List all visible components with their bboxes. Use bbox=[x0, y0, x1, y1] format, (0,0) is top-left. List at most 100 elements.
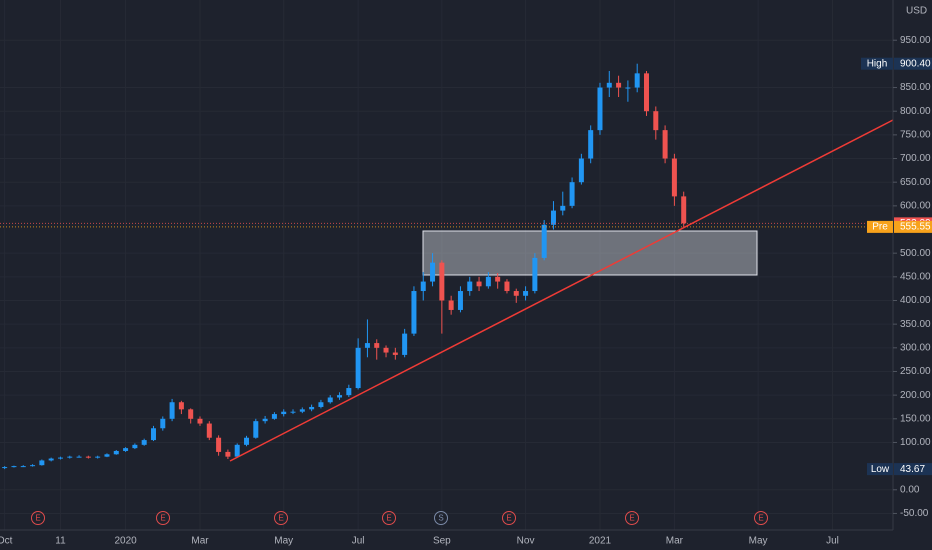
y-tick-label: 600.00 bbox=[900, 200, 931, 211]
candle-body bbox=[67, 456, 73, 458]
trend-line bbox=[229, 119, 894, 462]
axes: -50.00 0.00 100.00 150.00 200.00 250.00 300.00… bbox=[0, 35, 932, 547]
price-marker-name: Pre bbox=[872, 222, 888, 233]
candle-body bbox=[643, 73, 649, 112]
candle-body bbox=[95, 456, 101, 458]
candle-body bbox=[337, 395, 343, 398]
y-tick-label: 350.00 bbox=[900, 319, 931, 330]
y-tick-label: 200.00 bbox=[900, 390, 931, 401]
y-tick-label: 300.00 bbox=[900, 342, 931, 353]
candle-body bbox=[662, 130, 668, 159]
candle-body bbox=[653, 111, 659, 131]
y-tick-label: 700.00 bbox=[900, 153, 931, 164]
candle-body bbox=[578, 158, 584, 183]
candle-body bbox=[244, 437, 250, 445]
y-tick-label: 400.00 bbox=[900, 295, 931, 306]
candle-body bbox=[2, 467, 8, 469]
y-tick-label: 750.00 bbox=[900, 130, 931, 141]
candle-body bbox=[123, 448, 129, 451]
event-marker bbox=[625, 511, 639, 525]
candle-body bbox=[178, 402, 184, 410]
x-tick-label: Mar bbox=[666, 536, 684, 547]
candle-body bbox=[113, 450, 119, 455]
candle-body bbox=[104, 454, 110, 457]
y-tick-label: 800.00 bbox=[900, 106, 931, 117]
candle-body bbox=[346, 388, 352, 396]
candle-body bbox=[150, 428, 156, 441]
candle-body bbox=[411, 291, 417, 334]
price-marker-box bbox=[894, 57, 932, 70]
candle-body bbox=[327, 397, 333, 403]
candle-body bbox=[206, 423, 212, 438]
x-tick-label: 2020 bbox=[114, 536, 137, 547]
candle-body bbox=[383, 347, 389, 353]
candle-body bbox=[625, 87, 631, 89]
currency-label: USD bbox=[906, 6, 927, 17]
candle-body bbox=[281, 411, 287, 415]
candle-body bbox=[485, 276, 491, 287]
candle-body bbox=[550, 210, 556, 225]
x-tick-label: 11 bbox=[55, 536, 66, 547]
candle-body bbox=[11, 466, 17, 468]
candles bbox=[0, 63, 893, 470]
candle-body bbox=[560, 205, 566, 211]
candle-body bbox=[318, 402, 324, 407]
candle-body bbox=[457, 291, 463, 310]
event-label: E bbox=[506, 514, 511, 523]
candle-body bbox=[448, 300, 454, 310]
candle-body bbox=[76, 456, 82, 458]
x-tick-label: Jul bbox=[826, 536, 839, 547]
price-marker-value: 43.67 bbox=[900, 464, 925, 475]
candle-body bbox=[225, 451, 231, 457]
candle-body bbox=[476, 281, 482, 287]
grid bbox=[0, 0, 893, 530]
event-label: E bbox=[758, 514, 763, 523]
candle-body bbox=[197, 418, 203, 424]
candle-body bbox=[671, 158, 677, 197]
x-tick-label: May bbox=[749, 536, 768, 547]
candle-body bbox=[85, 456, 91, 458]
y-tick-label: 500.00 bbox=[900, 248, 931, 259]
candle-body bbox=[634, 73, 640, 88]
candle-body bbox=[569, 182, 575, 206]
price-marker-name: Low bbox=[871, 464, 890, 475]
candle-body bbox=[30, 465, 36, 467]
event-label: E bbox=[386, 514, 391, 523]
candle-body bbox=[495, 276, 501, 282]
price-marker-name-box bbox=[867, 220, 893, 233]
candle-body bbox=[39, 460, 45, 466]
x-tick-label: Jul bbox=[352, 536, 365, 547]
candle-body bbox=[271, 414, 277, 419]
candle-body bbox=[616, 82, 622, 88]
candle-body bbox=[606, 82, 612, 88]
candle-body bbox=[160, 418, 166, 429]
candle-body bbox=[48, 458, 54, 461]
event-marker bbox=[156, 511, 170, 525]
candle-body bbox=[262, 418, 268, 422]
price-marker-name: High bbox=[867, 58, 888, 69]
event-label: E bbox=[278, 514, 283, 523]
candle-body bbox=[20, 466, 26, 468]
event-marker bbox=[434, 511, 448, 525]
candle-body bbox=[597, 87, 603, 131]
y-tick-label: 450.00 bbox=[900, 271, 931, 282]
price-marker-name-box bbox=[867, 463, 893, 476]
x-tick-label: Nov bbox=[517, 536, 535, 547]
x-tick-label: 2021 bbox=[589, 536, 612, 547]
y-tick-label: 950.00 bbox=[900, 35, 931, 46]
candle-body bbox=[188, 409, 194, 419]
zone-rectangle bbox=[422, 230, 758, 276]
event-label: E bbox=[629, 514, 634, 523]
candle-body bbox=[234, 444, 240, 457]
candle-body bbox=[467, 281, 473, 292]
candle-body bbox=[588, 130, 594, 159]
candle-body bbox=[513, 291, 519, 296]
candle-body bbox=[309, 406, 315, 410]
candle-body bbox=[132, 444, 138, 449]
y-tick-label: 850.00 bbox=[900, 82, 931, 93]
candle-body bbox=[169, 402, 175, 419]
x-tick-label: Oct bbox=[0, 536, 13, 547]
event-marker bbox=[382, 511, 396, 525]
